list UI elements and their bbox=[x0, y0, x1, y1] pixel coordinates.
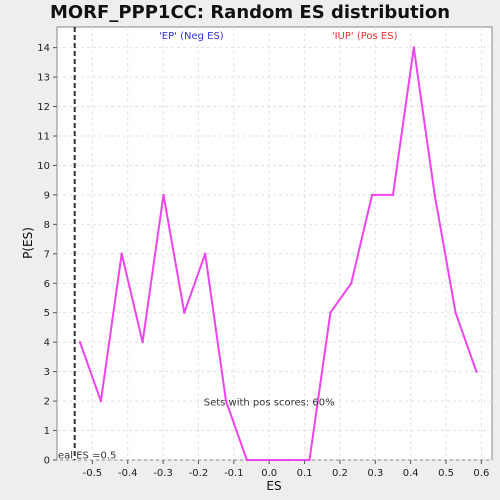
y-tick-label: 7 bbox=[44, 249, 50, 260]
series-group bbox=[78, 46, 478, 462]
x-tick-label: 0.1 bbox=[297, 468, 313, 479]
chart-title: MORF_PPP1CC: Random ES distribution bbox=[50, 2, 450, 23]
series-line bbox=[79, 46, 478, 461]
data-point bbox=[245, 458, 249, 462]
x-tick-label: -0.4 bbox=[118, 468, 138, 479]
x-axis: -0.5 -0.4 -0.3 -0.2 -0.1 0.0 0.1 0.2 0.3 0.4 0.5 0.… bbox=[83, 460, 489, 479]
data-point bbox=[412, 46, 416, 49]
y-tick-label: 3 bbox=[44, 367, 50, 378]
x-tick-label: 0.2 bbox=[332, 468, 348, 479]
x-tick-label: -0.3 bbox=[153, 468, 173, 479]
y-tick-label: 2 bbox=[44, 397, 50, 408]
plot-area bbox=[56, 26, 493, 461]
x-tick-label: 0.4 bbox=[403, 468, 419, 479]
data-point bbox=[266, 458, 269, 462]
x-axis-label: ES bbox=[266, 479, 281, 493]
y-tick-label: 0 bbox=[44, 456, 50, 467]
y-tick-label: 8 bbox=[44, 220, 50, 231]
y-tick-label: 5 bbox=[44, 308, 50, 319]
data-point bbox=[370, 193, 374, 197]
real-es-label: eal ES =0.5 bbox=[58, 451, 116, 462]
y-tick-label: 6 bbox=[44, 279, 50, 290]
data-point bbox=[308, 458, 311, 462]
data-point bbox=[203, 252, 207, 256]
x-tick-label: 0.0 bbox=[261, 468, 277, 479]
data-point bbox=[162, 193, 165, 197]
y-tick-label: 13 bbox=[37, 73, 50, 84]
x-tick-label: -0.2 bbox=[189, 468, 209, 479]
x-tick-label: 0.3 bbox=[367, 468, 383, 479]
annotation-text: 'EP' (Neg ES) bbox=[159, 31, 224, 42]
y-axis-label: P(ES) bbox=[21, 227, 35, 259]
x-tick-label: 0.6 bbox=[473, 468, 489, 479]
data-point bbox=[433, 193, 436, 197]
y-tick-label: 4 bbox=[44, 338, 50, 349]
data-point bbox=[99, 399, 103, 403]
data-point bbox=[78, 340, 82, 344]
x-tick-label: 0.5 bbox=[438, 468, 454, 479]
data-point bbox=[120, 252, 123, 256]
y-tick-label: 12 bbox=[37, 102, 50, 113]
data-point bbox=[183, 311, 186, 314]
y-tick-label: 1 bbox=[44, 426, 50, 437]
data-point bbox=[287, 458, 290, 462]
x-tick-label: -0.1 bbox=[224, 468, 244, 479]
data-point bbox=[391, 193, 395, 197]
y-tick-label: 10 bbox=[37, 161, 50, 172]
data-point bbox=[141, 340, 144, 344]
data-point bbox=[329, 311, 332, 314]
data-point bbox=[454, 311, 457, 314]
annotation-text: Sets with pos scores: 60% bbox=[204, 398, 335, 409]
data-point bbox=[475, 370, 478, 373]
annotations: 'EP' (Neg ES) 'IUP' (Pos ES) Sets with pos… bbox=[159, 31, 398, 409]
y-tick-label: 14 bbox=[37, 43, 50, 54]
data-point bbox=[350, 282, 353, 285]
y-tick-label: 9 bbox=[44, 190, 50, 201]
data-point bbox=[224, 399, 228, 403]
annotation-text: 'IUP' (Pos ES) bbox=[332, 31, 398, 42]
y-tick-label: 11 bbox=[37, 131, 50, 142]
x-tick-label: -0.5 bbox=[83, 468, 103, 479]
